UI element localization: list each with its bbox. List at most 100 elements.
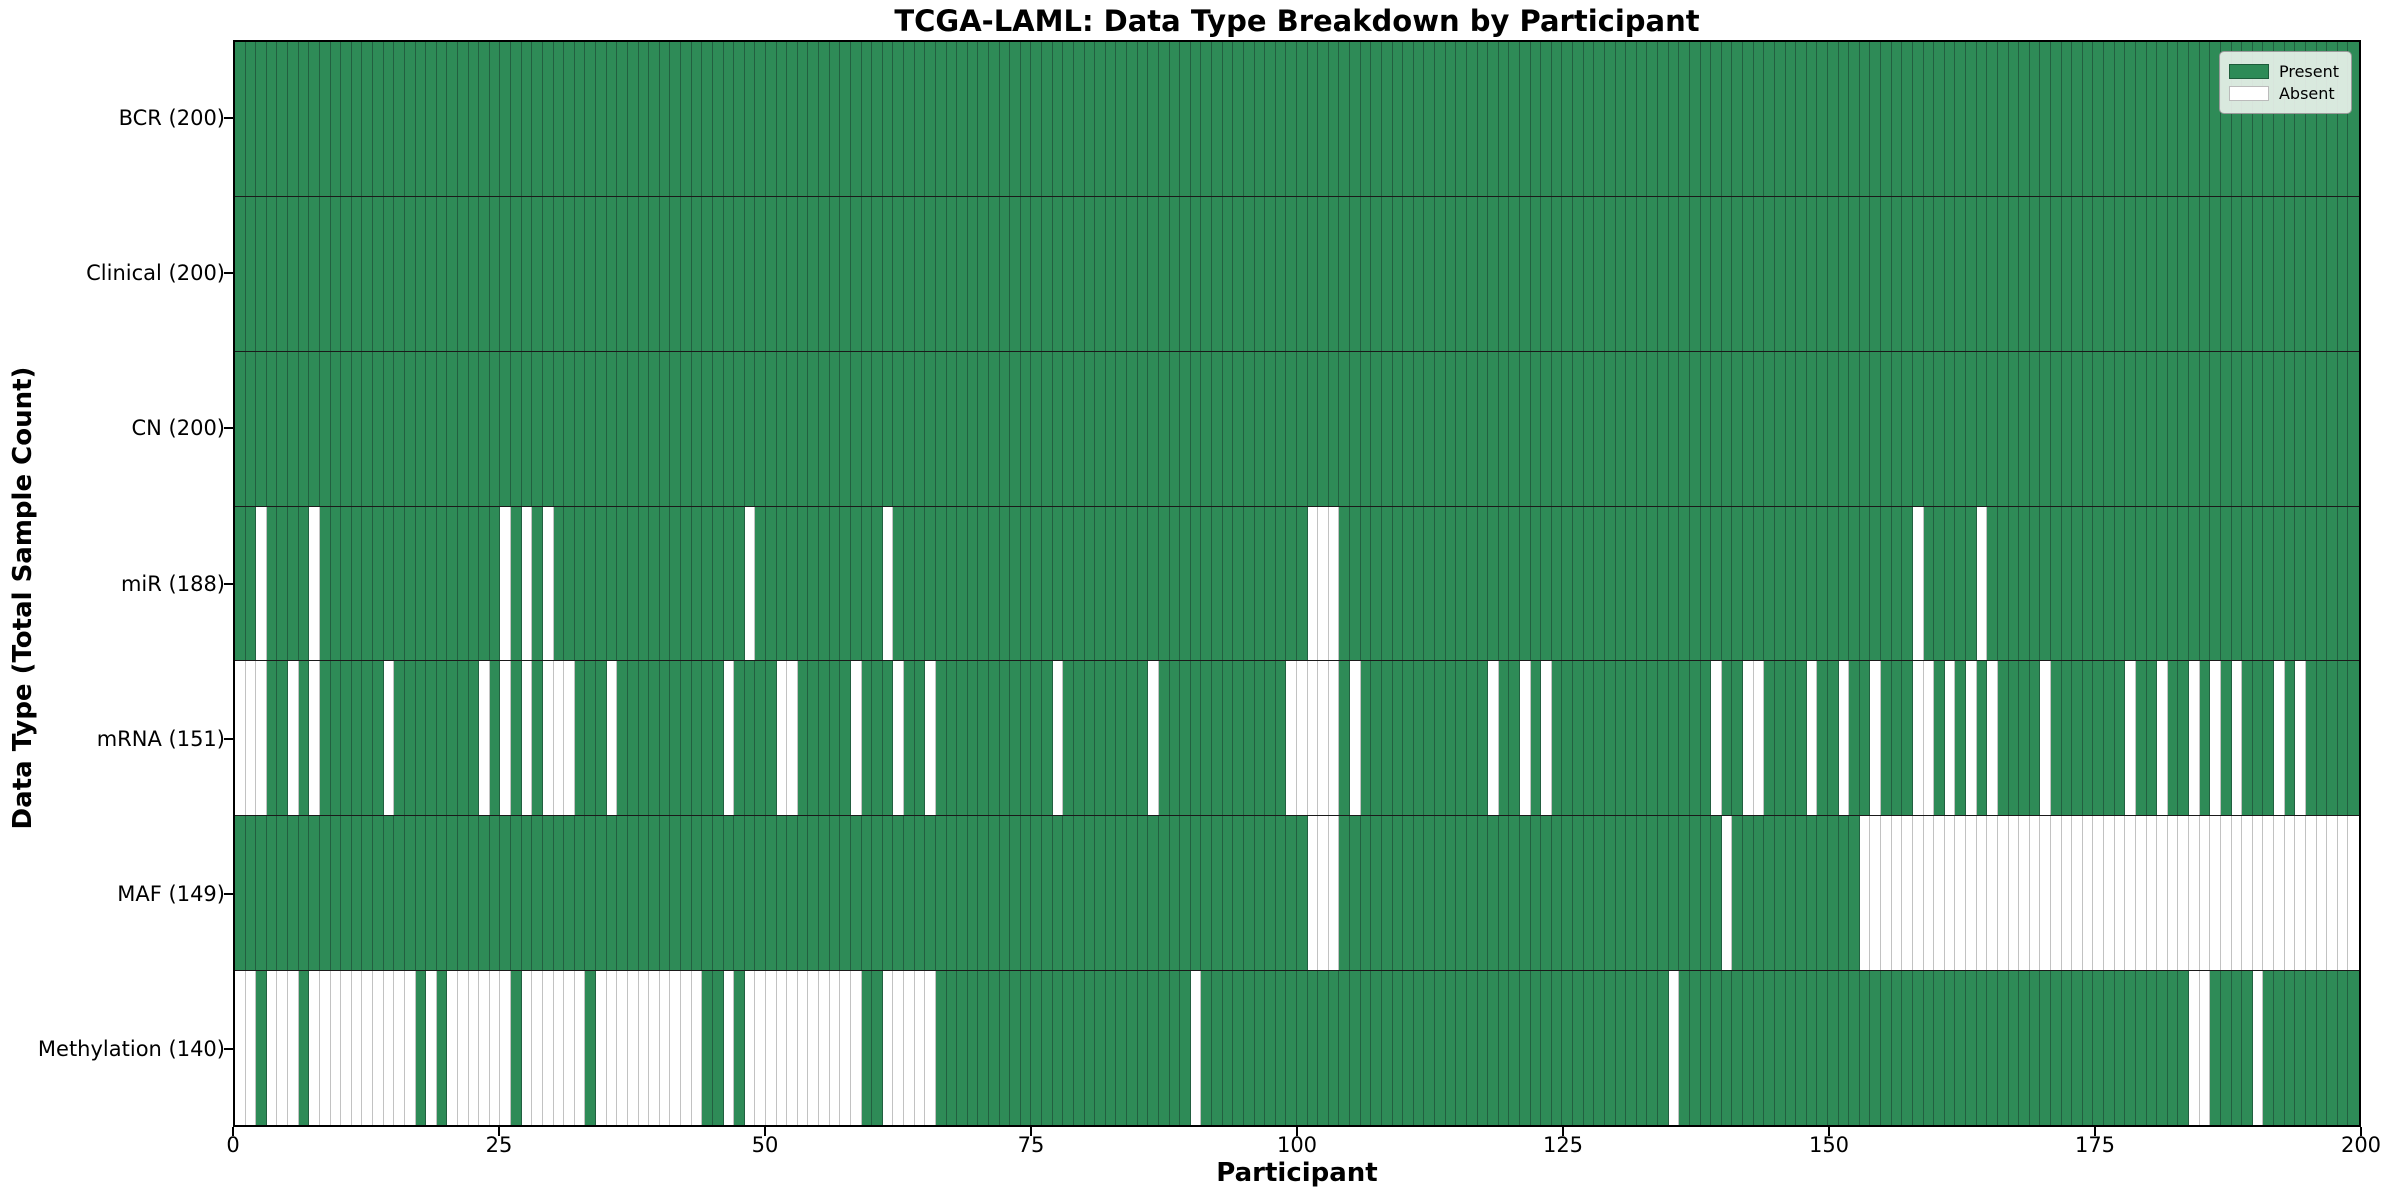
heatmap-cell — [330, 196, 342, 351]
heatmap-cell — [1944, 506, 1956, 661]
heatmap-cell — [341, 42, 352, 196]
heatmap-cell — [521, 196, 533, 351]
heatmap-cell — [2104, 971, 2115, 1126]
heatmap-cell — [723, 971, 735, 1126]
heatmap-cell — [298, 351, 310, 506]
heatmap-cell — [2220, 196, 2232, 351]
heatmap-cell — [1711, 661, 1722, 816]
heatmap-cell — [1328, 971, 1340, 1126]
heatmap-cell — [1424, 816, 1436, 971]
heatmap-cell — [1010, 661, 1021, 816]
heatmap-cell — [2189, 816, 2200, 971]
heatmap-cell — [1371, 661, 1382, 816]
heatmap-cell — [1488, 351, 1499, 506]
heatmap-cell — [2051, 42, 2062, 196]
heatmap-cell — [681, 351, 692, 506]
heatmap-cell — [1955, 661, 1967, 816]
heatmap-cell — [829, 506, 841, 661]
heatmap-cell — [1233, 42, 1244, 196]
y-tick-label-BCR: BCR (200) — [118, 105, 225, 130]
heatmap-cell — [1371, 971, 1382, 1126]
heatmap-cell — [925, 506, 936, 661]
heatmap-cell — [1212, 351, 1223, 506]
heatmap-cell — [1318, 816, 1329, 971]
heatmap-cell — [1881, 661, 1892, 816]
heatmap-cell — [1477, 196, 1489, 351]
heatmap-cell — [989, 351, 1000, 506]
heatmap-cell — [1647, 816, 1659, 971]
heatmap-cell — [1243, 816, 1255, 971]
heatmap-cell — [1328, 351, 1340, 506]
heatmap-cell — [989, 196, 1000, 351]
heatmap-cell — [1594, 506, 1605, 661]
heatmap-cell — [1275, 661, 1287, 816]
heatmap-cell — [574, 196, 586, 351]
heatmap-cell — [256, 971, 267, 1126]
heatmap-cell — [532, 661, 543, 816]
heatmap-cell — [404, 351, 416, 506]
heatmap-cell — [744, 971, 756, 1126]
heatmap-cell — [1445, 816, 1457, 971]
heatmap-cell — [1137, 196, 1149, 351]
heatmap-cell — [2295, 196, 2306, 351]
heatmap-cell — [627, 506, 639, 661]
heatmap-cell — [1243, 661, 1255, 816]
heatmap-cell — [1392, 196, 1404, 351]
heatmap-cell — [1604, 351, 1616, 506]
heatmap-cell — [1966, 816, 1977, 971]
heatmap-cell — [1403, 351, 1414, 506]
heatmap-cell — [1636, 196, 1648, 351]
heatmap-cell — [1997, 196, 2009, 351]
heatmap-cell — [436, 661, 448, 816]
heatmap-cell — [288, 661, 299, 816]
heatmap-cell — [893, 661, 905, 816]
heatmap-cell — [1658, 661, 1669, 816]
heatmap-cell — [1307, 351, 1319, 506]
heatmap-cell — [712, 506, 724, 661]
heatmap-cell — [351, 506, 363, 661]
heatmap-cell — [394, 661, 405, 816]
heatmap-cell — [712, 816, 724, 971]
heatmap-cell — [617, 506, 628, 661]
heatmap-cell — [245, 506, 257, 661]
heatmap-cell — [1466, 196, 1478, 351]
heatmap-cell — [1498, 196, 1510, 351]
heatmap-cell — [298, 506, 310, 661]
heatmap-cell — [2263, 351, 2275, 506]
heatmap-cell — [861, 661, 873, 816]
heatmap-cell — [957, 661, 968, 816]
heatmap-cell — [978, 42, 990, 196]
heatmap-cell — [2040, 971, 2052, 1126]
heatmap-cell — [2157, 816, 2168, 971]
heatmap-cell — [1721, 42, 1733, 196]
heatmap-cell — [394, 351, 405, 506]
heatmap-cell — [1116, 42, 1128, 196]
heatmap-cell — [330, 42, 342, 196]
heatmap-cell — [1934, 506, 1945, 661]
heatmap-cell — [1456, 816, 1467, 971]
heatmap-cell — [362, 506, 374, 661]
heatmap-cell — [2305, 42, 2317, 196]
heatmap-cell — [1243, 42, 1255, 196]
heatmap-cell — [712, 196, 724, 351]
heatmap-cell — [1052, 506, 1064, 661]
heatmap-cell — [1180, 351, 1191, 506]
heatmap-cell — [383, 816, 395, 971]
heatmap-cell — [1286, 661, 1297, 816]
heatmap-cell — [2284, 661, 2296, 816]
heatmap-cell — [829, 971, 841, 1126]
heatmap-cell — [235, 971, 246, 1126]
heatmap-cell — [1934, 196, 1945, 351]
heatmap-cell — [1296, 196, 1308, 351]
heatmap-cell — [967, 661, 979, 816]
heatmap-cell — [2327, 971, 2338, 1126]
heatmap-cell — [373, 661, 384, 816]
heatmap-cell — [309, 661, 320, 816]
heatmap-cell — [330, 351, 342, 506]
heatmap-cell — [1562, 42, 1574, 196]
heatmap-cell — [2274, 196, 2285, 351]
heatmap-cell — [1212, 971, 1223, 1126]
heatmap-cell — [500, 42, 512, 196]
heatmap-cell — [1403, 816, 1414, 971]
heatmap-cell — [1275, 816, 1287, 971]
